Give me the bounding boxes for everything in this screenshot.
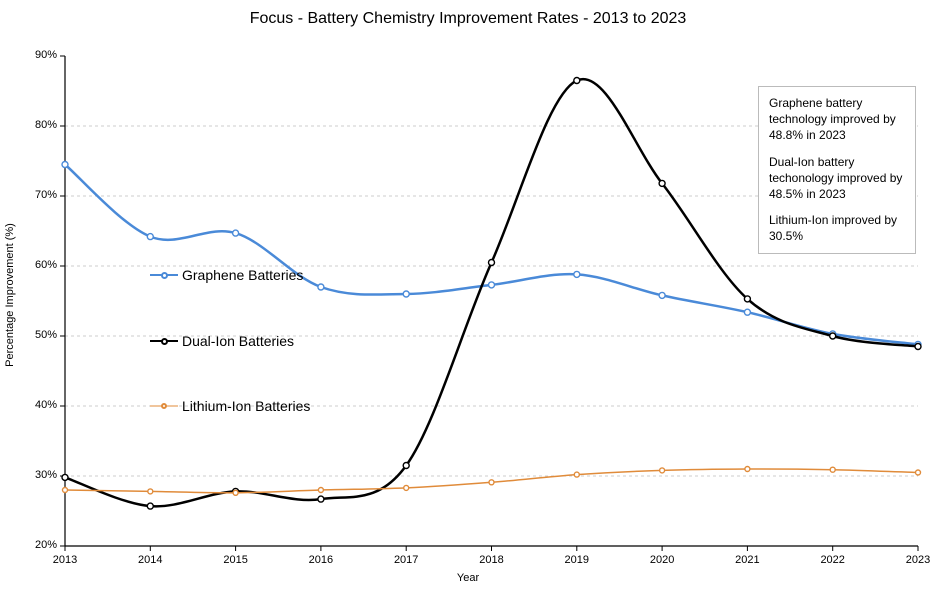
annotation-line: Dual-Ion battery techonology improved by… [769,154,905,203]
series-marker-dual_ion [147,503,153,509]
x-tick-label: 2021 [727,554,767,566]
x-tick-label: 2023 [898,554,936,566]
annotation-line: Graphene battery technology improved by … [769,95,905,144]
y-tick-label: 80% [23,119,57,131]
series-marker-graphene [403,291,409,297]
x-tick-label: 2013 [45,554,85,566]
series-marker-lithium_ion [574,472,579,477]
x-tick-label: 2015 [216,554,256,566]
annotation-line: Lithium-Ion improved by 30.5% [769,212,905,244]
series-marker-lithium_ion [660,468,665,473]
series-marker-dual_ion [574,78,580,84]
legend-label: Lithium-Ion Batteries [182,398,310,414]
x-tick-label: 2020 [642,554,682,566]
series-marker-lithium_ion [233,490,238,495]
y-tick-label: 40% [23,399,57,411]
series-marker-graphene [233,230,239,236]
annotation-box: Graphene battery technology improved by … [758,86,916,254]
series-marker-lithium_ion [489,480,494,485]
y-tick-label: 70% [23,189,57,201]
series-marker-graphene [318,284,324,290]
series-marker-graphene [62,162,68,168]
legend-item-dual_ion: Dual-Ion Batteries [150,333,294,349]
series-marker-lithium_ion [745,467,750,472]
y-tick-label: 60% [23,259,57,271]
y-tick-label: 20% [23,539,57,551]
series-marker-lithium_ion [916,470,921,475]
series-marker-lithium_ion [63,488,68,493]
legend-swatch [150,334,178,348]
x-tick-label: 2016 [301,554,341,566]
series-marker-dual_ion [659,180,665,186]
legend-item-lithium_ion: Lithium-Ion Batteries [150,398,310,414]
x-tick-label: 2018 [472,554,512,566]
series-marker-dual_ion [744,296,750,302]
series-marker-graphene [659,292,665,298]
legend-item-graphene: Graphene Batteries [150,267,303,283]
y-tick-label: 90% [23,49,57,61]
series-marker-dual_ion [403,463,409,469]
series-marker-lithium_ion [318,488,323,493]
series-marker-graphene [574,271,580,277]
series-marker-dual_ion [915,344,921,350]
series-marker-dual_ion [62,474,68,480]
y-tick-label: 30% [23,469,57,481]
x-tick-label: 2019 [557,554,597,566]
chart-container: Focus - Battery Chemistry Improvement Ra… [0,0,936,590]
series-marker-dual_ion [489,260,495,266]
y-tick-label: 50% [23,329,57,341]
series-marker-lithium_ion [830,467,835,472]
legend-label: Graphene Batteries [182,267,303,283]
series-marker-lithium_ion [404,485,409,490]
x-tick-label: 2022 [813,554,853,566]
series-marker-dual_ion [318,496,324,502]
legend-swatch [150,268,178,282]
series-marker-lithium_ion [148,489,153,494]
x-tick-label: 2017 [386,554,426,566]
series-marker-graphene [744,309,750,315]
x-tick-label: 2014 [130,554,170,566]
series-marker-dual_ion [830,333,836,339]
series-marker-graphene [147,234,153,240]
legend-swatch [150,399,178,413]
series-marker-graphene [489,282,495,288]
legend-label: Dual-Ion Batteries [182,333,294,349]
